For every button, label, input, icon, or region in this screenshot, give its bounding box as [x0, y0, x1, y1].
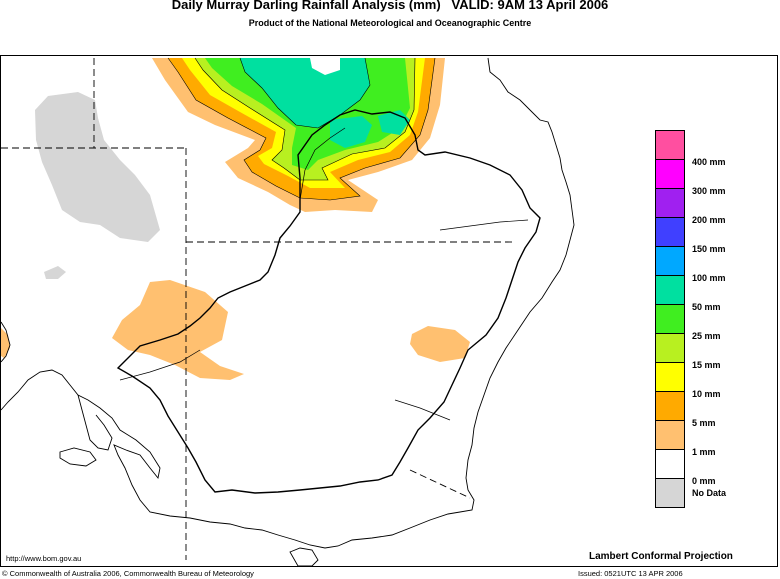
rain-area-1mm — [410, 326, 470, 362]
rivers — [119, 127, 529, 421]
rain-area-1mm — [112, 280, 244, 380]
legend-swatch — [655, 391, 685, 421]
legend-label: 150 mm — [692, 244, 726, 254]
legend-label: 25 mm — [692, 331, 721, 341]
legend-label: 100 mm — [692, 273, 726, 283]
island — [289, 547, 319, 566]
legend-label: 400 mm — [692, 157, 726, 167]
legend-label: 0 mm — [692, 476, 716, 486]
source-url[interactable]: http://www.bom.gov.au — [6, 554, 82, 563]
coastline — [1, 321, 11, 363]
legend-label: 300 mm — [692, 186, 726, 196]
legend-swatch — [655, 333, 685, 363]
legend-swatch — [655, 478, 685, 508]
map-subtitle: Product of the National Meteorological a… — [248, 18, 532, 28]
basin-boundary — [116, 109, 541, 494]
legend-swatch — [655, 449, 685, 479]
legend-swatch — [655, 362, 685, 392]
state-borders — [1, 58, 514, 560]
legend-label: 50 mm — [692, 302, 721, 312]
dry-hole — [310, 58, 340, 75]
island — [59, 447, 97, 467]
legend-label: No Data — [692, 488, 727, 498]
legend-label: 200 mm — [692, 215, 726, 225]
legend-swatch — [655, 275, 685, 305]
legend-label: 10 mm — [692, 389, 721, 399]
legend-swatch — [655, 159, 685, 189]
coastline — [1, 57, 575, 549]
map-frame — [0, 55, 778, 567]
legend-swatch — [655, 217, 685, 247]
rain-area-50mm — [330, 116, 372, 148]
projection-label: Lambert Conformal Projection — [589, 551, 733, 562]
legend-label: 15 mm — [692, 360, 721, 370]
rain-area-50mm — [240, 58, 370, 128]
legend-swatch — [655, 188, 685, 218]
legend — [655, 130, 687, 510]
legend-swatch — [655, 420, 685, 450]
copyright-notice: © Commonwealth of Australia 2006, Common… — [2, 569, 254, 578]
coastline — [77, 394, 113, 451]
rain-area-1mm — [1, 328, 10, 358]
no-data-region — [44, 266, 66, 279]
legend-swatch — [655, 246, 685, 276]
legend-label: 1 mm — [692, 447, 716, 457]
legend-swatch — [655, 130, 685, 160]
legend-label: 5 mm — [692, 418, 716, 428]
no-data-region — [35, 92, 160, 242]
issued-timestamp: Issued: 0521UTC 13 APR 2006 — [578, 569, 683, 578]
map-title: Daily Murray Darling Rainfall Analysis (… — [171, 0, 609, 12]
legend-swatch — [655, 304, 685, 334]
